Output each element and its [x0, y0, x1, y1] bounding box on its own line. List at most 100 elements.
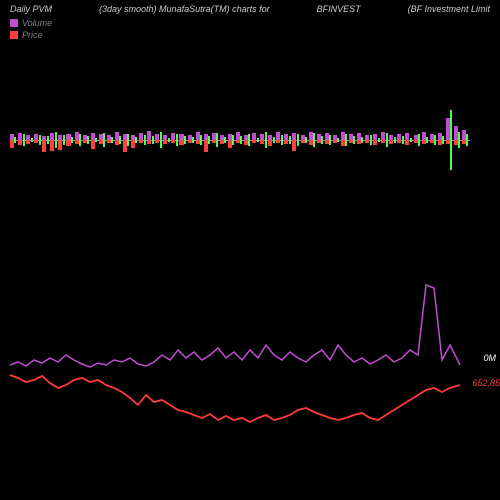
bar-green [39, 135, 41, 145]
bar-negative [196, 140, 200, 144]
bar-negative [99, 140, 103, 144]
bar-negative [50, 140, 54, 151]
bar-green [127, 134, 129, 146]
bar-negative [188, 140, 192, 143]
bar-green [248, 134, 250, 146]
bar-negative [381, 140, 385, 143]
end-label: 0M [483, 353, 496, 363]
bar-negative [147, 140, 151, 144]
bar-green [176, 134, 178, 146]
end-label: 652.85 [472, 378, 500, 388]
bar-negative [349, 140, 353, 143]
bar-green [281, 135, 283, 145]
bar-negative [204, 140, 208, 152]
bar-negative [10, 140, 14, 148]
legend-swatch [10, 19, 18, 27]
legend: Volume Price [10, 18, 52, 42]
bar-negative [325, 140, 329, 144]
bar-positive [446, 118, 450, 140]
bar-negative [18, 140, 22, 145]
bar-green [370, 135, 372, 145]
series-price [10, 375, 460, 422]
bar-green [135, 137, 137, 143]
legend-label: Price [22, 30, 43, 40]
bar-positive [422, 132, 426, 140]
line-svg [10, 270, 460, 470]
bar-green [329, 135, 331, 145]
legend-item: Volume [10, 18, 52, 28]
bar-negative [430, 140, 434, 143]
bar-negative [34, 140, 38, 143]
bar-green [434, 135, 436, 145]
bar-green [208, 136, 210, 144]
bar-negative [131, 140, 135, 148]
bar-negative [389, 140, 393, 144]
bar-negative [414, 140, 418, 143]
bar-negative [301, 140, 305, 143]
bar-chart-area [10, 100, 470, 180]
bar-negative [91, 140, 95, 149]
bar-positive [309, 132, 313, 140]
bar-positive [405, 133, 409, 140]
bar-positive [212, 133, 216, 140]
bar-positive [91, 133, 95, 140]
bar-green [442, 136, 444, 144]
bar-negative [309, 140, 313, 145]
bar-green [273, 137, 275, 143]
line-chart-area [10, 270, 460, 470]
bar-negative [252, 140, 256, 143]
bar-negative [179, 140, 183, 145]
bar-green [394, 137, 396, 143]
bar-negative [212, 140, 216, 143]
bar-green [152, 136, 154, 144]
bar-green [31, 138, 33, 142]
bar-positive [454, 126, 458, 140]
bar-positive [357, 133, 361, 140]
bar-green [305, 137, 307, 143]
bar-negative [260, 140, 264, 144]
bar-negative [284, 140, 288, 144]
legend-swatch [10, 31, 18, 39]
bar-green [168, 138, 170, 142]
bar-green [321, 136, 323, 144]
bar-green [23, 134, 25, 146]
chart-header: Daily PVM (3day smooth) MunafaSutra(TM) … [0, 0, 500, 18]
bar-green [14, 137, 16, 143]
bar-green [216, 133, 218, 147]
bar-positive [50, 133, 54, 140]
bar-negative [317, 140, 321, 143]
bar-negative [66, 140, 70, 146]
bar-negative [26, 140, 30, 144]
legend-label: Volume [22, 18, 52, 28]
bar-negative [397, 140, 401, 143]
bar-green [361, 137, 363, 143]
bar-green [71, 137, 73, 143]
bar-green [353, 136, 355, 144]
bar-negative [171, 140, 175, 143]
bar-green [95, 138, 97, 142]
bar-green [289, 136, 291, 144]
bar-negative [115, 140, 119, 145]
bar-negative [236, 140, 240, 143]
bar-positive [196, 132, 200, 140]
bar-green [184, 136, 186, 144]
bar-green [418, 134, 420, 146]
bar-positive [171, 133, 175, 140]
header-left: Daily PVM [10, 4, 52, 14]
series-volume [10, 285, 460, 367]
bar-negative [276, 140, 280, 143]
bar-negative [446, 140, 450, 144]
bar-green [144, 135, 146, 145]
legend-item: Price [10, 30, 52, 40]
bar-green [160, 132, 162, 148]
bar-green [232, 135, 234, 145]
bar-negative [268, 140, 272, 146]
bar-negative [155, 140, 159, 143]
bar-green [386, 133, 388, 147]
bar-negative [163, 140, 167, 144]
bar-positive [381, 132, 385, 140]
bar-green [265, 132, 267, 148]
bar-negative [75, 140, 79, 144]
bar-green [426, 137, 428, 143]
bar-green [55, 132, 57, 148]
